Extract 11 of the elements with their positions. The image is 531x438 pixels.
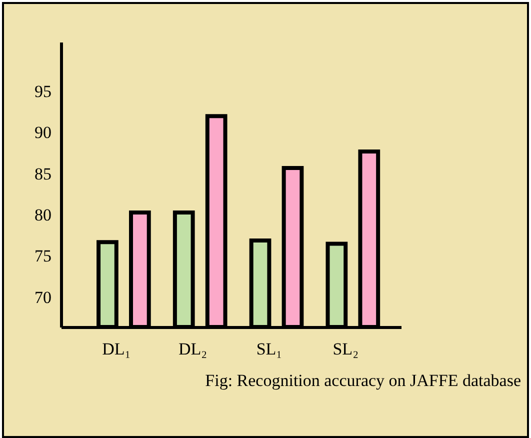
y-tick-label: 80 [34,205,52,224]
y-tick-label: 85 [34,164,52,184]
x-tick-label: DL₁ [102,340,131,358]
y-tick-label: 95 [34,82,52,101]
text: Fig: Recognition accuracy on JAFFE database [205,371,521,390]
y-tick-label: 70 [34,288,52,307]
y-tick-label: 75 [34,246,52,266]
x-tick-label: SL₂ [332,340,358,358]
y-tick-label: 90 [34,123,52,142]
x-tick-label: SL₁ [256,340,282,358]
x-tick-label: DL₂ [178,340,208,358]
